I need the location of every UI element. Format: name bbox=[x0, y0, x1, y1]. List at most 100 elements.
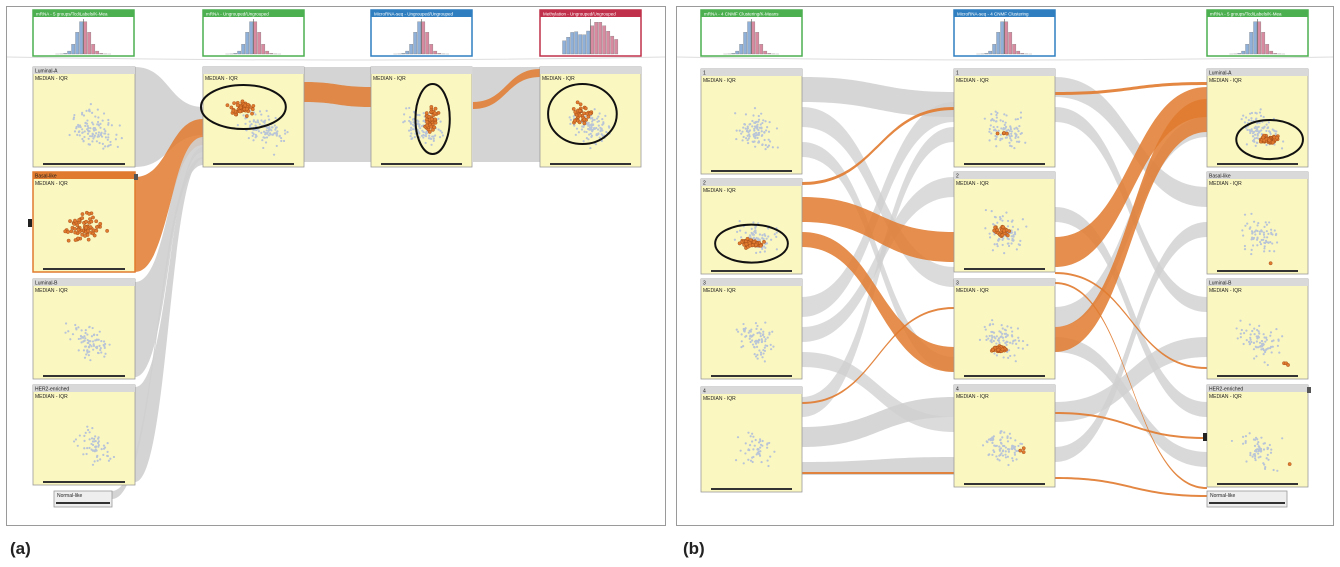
data-point bbox=[588, 124, 591, 127]
histogram-bar bbox=[731, 53, 736, 55]
brick-axis bbox=[43, 375, 125, 377]
data-point bbox=[760, 130, 763, 133]
data-point bbox=[95, 346, 98, 350]
data-point bbox=[107, 136, 110, 139]
data-point bbox=[417, 130, 420, 133]
data-point bbox=[81, 128, 84, 131]
data-point bbox=[95, 132, 98, 135]
histogram-bar bbox=[253, 21, 258, 55]
highlight-point bbox=[1286, 363, 1290, 367]
data-point bbox=[740, 333, 743, 336]
data-point bbox=[1000, 324, 1003, 327]
data-point bbox=[995, 444, 998, 447]
histogram-bar bbox=[984, 53, 989, 55]
histogram-header bbox=[701, 10, 802, 17]
brick-stat: MEDIAN - IQR bbox=[542, 76, 575, 82]
data-point bbox=[92, 333, 96, 337]
data-point bbox=[260, 119, 263, 122]
data-point bbox=[107, 118, 110, 122]
data-point bbox=[88, 326, 91, 329]
relation-band bbox=[135, 137, 203, 377]
data-point bbox=[995, 455, 998, 458]
data-point bbox=[583, 130, 586, 133]
data-point bbox=[1019, 239, 1022, 242]
data-point bbox=[758, 454, 762, 457]
data-point bbox=[746, 139, 749, 142]
data-point bbox=[72, 440, 76, 443]
data-point bbox=[1258, 111, 1262, 114]
relation-band bbox=[802, 397, 954, 447]
histogram-bar bbox=[751, 21, 756, 55]
data-point bbox=[1276, 469, 1279, 472]
data-point bbox=[763, 130, 766, 134]
data-point bbox=[588, 126, 592, 129]
data-point bbox=[762, 330, 765, 333]
data-point bbox=[767, 138, 770, 141]
data-point bbox=[88, 350, 91, 353]
data-point bbox=[78, 124, 82, 127]
data-point bbox=[106, 454, 109, 458]
histogram-header bbox=[33, 10, 134, 17]
highlight-point bbox=[232, 101, 236, 105]
brick-axis bbox=[964, 483, 1045, 485]
brick-axis bbox=[56, 502, 110, 504]
data-point bbox=[981, 444, 985, 447]
highlight-point bbox=[88, 225, 93, 229]
data-point bbox=[999, 453, 1002, 457]
data-point bbox=[412, 117, 415, 121]
data-point bbox=[1269, 334, 1272, 337]
data-point bbox=[80, 329, 83, 332]
data-point bbox=[749, 334, 752, 337]
brick-header bbox=[701, 69, 802, 76]
brick-label: 3 bbox=[703, 281, 706, 287]
data-point bbox=[409, 135, 412, 138]
brick-stat: MEDIAN - IQR bbox=[205, 76, 238, 82]
data-point bbox=[747, 431, 750, 434]
relation-band bbox=[802, 107, 954, 287]
relation-band bbox=[1055, 77, 1207, 207]
data-point bbox=[79, 337, 82, 340]
data-point bbox=[990, 112, 993, 116]
histogram-title: mRNA - 4 CNMF Clustering/K-Means bbox=[704, 12, 779, 17]
data-point bbox=[993, 233, 996, 236]
data-point bbox=[994, 138, 997, 141]
data-point bbox=[104, 136, 107, 139]
data-point bbox=[589, 117, 592, 120]
data-point bbox=[741, 130, 744, 133]
data-point bbox=[742, 135, 745, 139]
data-point bbox=[1250, 130, 1254, 133]
data-point bbox=[417, 123, 421, 126]
data-point bbox=[985, 335, 988, 338]
brick-axis bbox=[1217, 163, 1298, 165]
data-point bbox=[87, 137, 90, 140]
data-point bbox=[1000, 127, 1003, 130]
data-point bbox=[1006, 333, 1009, 337]
histogram-bar bbox=[590, 25, 595, 55]
data-point bbox=[1250, 117, 1253, 120]
highlight-point bbox=[231, 108, 236, 113]
data-point bbox=[86, 338, 89, 342]
data-point bbox=[1021, 218, 1024, 221]
data-point bbox=[75, 327, 78, 330]
data-point bbox=[257, 130, 261, 133]
data-point bbox=[78, 134, 81, 137]
data-point bbox=[748, 444, 752, 447]
data-point bbox=[430, 143, 433, 146]
data-point bbox=[254, 121, 257, 124]
data-point bbox=[93, 460, 96, 463]
data-point bbox=[742, 322, 745, 326]
highlight-point bbox=[243, 103, 247, 108]
histogram-title: mRNA - 5 groups/TcdiLabels/K-Mea bbox=[1210, 12, 1282, 17]
data-point bbox=[428, 134, 431, 137]
relation-band bbox=[802, 352, 954, 432]
data-point bbox=[752, 236, 755, 239]
highlight-point bbox=[424, 111, 429, 115]
data-point bbox=[1010, 130, 1013, 133]
data-point bbox=[1268, 443, 1271, 447]
histogram-bar bbox=[996, 32, 1001, 55]
data-point bbox=[766, 126, 769, 129]
brick-label: 1 bbox=[956, 71, 959, 77]
data-point bbox=[248, 120, 251, 123]
data-point bbox=[274, 128, 277, 131]
data-point bbox=[759, 250, 762, 254]
